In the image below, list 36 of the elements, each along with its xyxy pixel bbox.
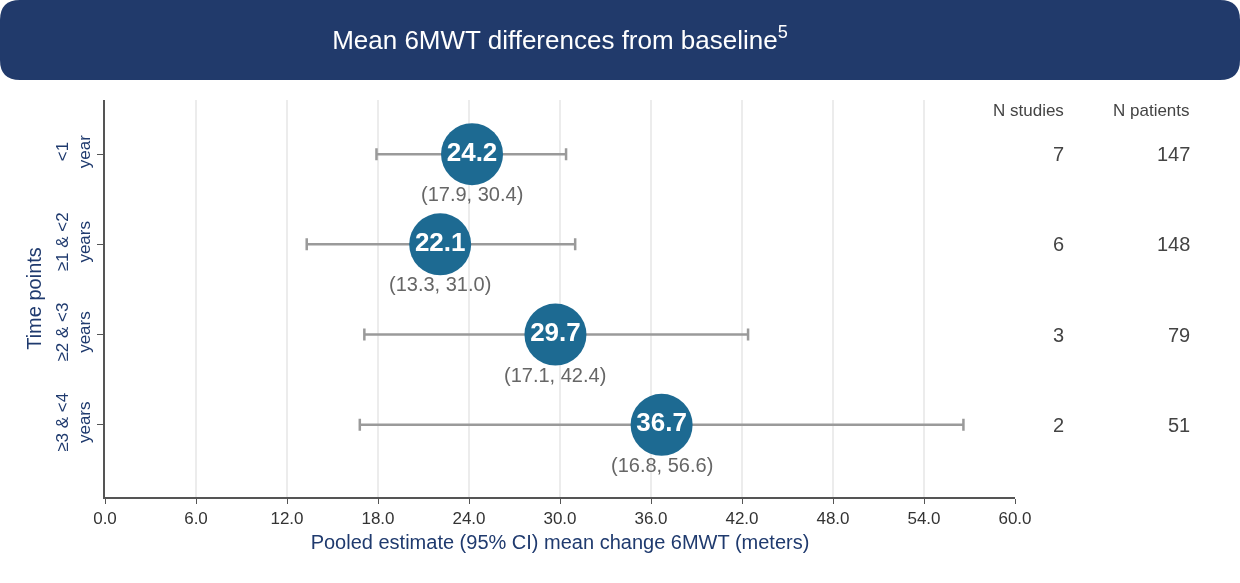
x-tick-label: 30.0 <box>543 509 577 529</box>
text: 2 <box>1053 414 1065 436</box>
y-tick-label: <1 year <box>53 134 95 169</box>
text: 148 <box>1157 233 1191 255</box>
x-tick-label: 54.0 <box>907 509 941 529</box>
x-tick-label: 6.0 <box>184 509 208 529</box>
chart-title: Mean 6MWT differences from baseline$^{5}$ <box>332 22 788 56</box>
text: 7 <box>1053 143 1065 165</box>
annotation: (17.1, 42.4) <box>504 364 607 386</box>
text: 6 <box>1053 233 1065 255</box>
data-label: 22.1 <box>414 226 466 257</box>
x-axis-title: Pooled estimate (95% CI) mean change 6MWT (meters) <box>310 531 810 554</box>
x-tick-label: 24.0 <box>452 509 486 529</box>
annotation: (17.9, 30.4) <box>421 183 524 205</box>
y-tick-label: ≥2 & <3 years <box>53 302 95 362</box>
data-label: 24.2 <box>446 136 498 167</box>
y-axis-title: Time points <box>23 247 46 350</box>
x-tick-label: 0.0 <box>93 509 117 529</box>
y-tick-label: ≥3 & <4 years <box>53 392 95 452</box>
x-tick-label: 36.0 <box>634 509 668 529</box>
y-tick-label: ≥1 & <2 years <box>53 212 95 272</box>
x-tick-label: 42.0 <box>725 509 759 529</box>
text: 3 <box>1053 324 1065 346</box>
annotation: (13.3, 31.0) <box>389 273 492 295</box>
data-label: 36.7 <box>636 407 687 438</box>
x-tick-label: 18.0 <box>361 509 395 529</box>
text: 147 <box>1157 143 1191 165</box>
x-tick-label: 48.0 <box>816 509 850 529</box>
text: 51 <box>1168 414 1191 436</box>
text: 79 <box>1168 324 1191 346</box>
annotation: N studies <box>993 101 1064 120</box>
x-tick-label: 60.0 <box>998 509 1032 529</box>
text: N patients <box>1113 101 1190 120</box>
data-label: 29.7 <box>530 317 581 348</box>
annotation: (16.8, 56.6) <box>611 454 714 476</box>
x-tick-label: 12.0 <box>270 509 304 529</box>
